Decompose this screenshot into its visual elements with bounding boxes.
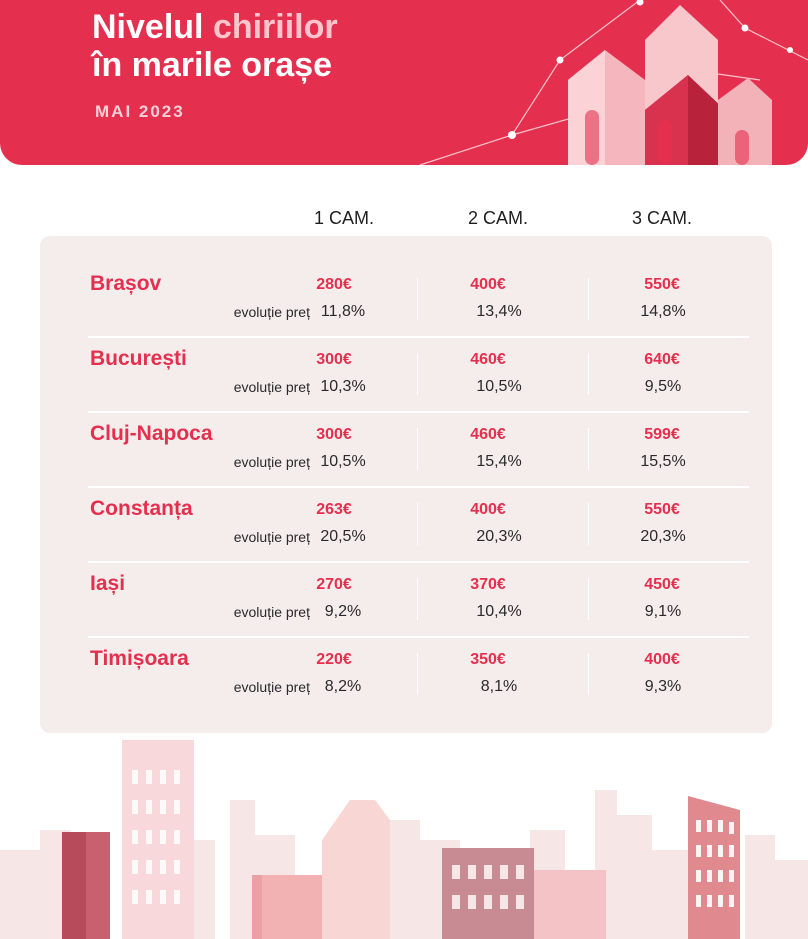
change-1cam: 9,2%: [324, 603, 362, 620]
row-divider: [88, 411, 749, 413]
houses-illustration: [419, 0, 808, 165]
column-divider: [588, 653, 589, 695]
column-divider: [588, 503, 589, 545]
column-divider: [417, 278, 418, 320]
price-1cam: 270€: [316, 576, 352, 593]
column-divider: [588, 578, 589, 620]
price-3cam: 550€: [644, 276, 680, 293]
column-divider: [588, 353, 589, 395]
city-name: Iași: [90, 572, 126, 595]
city-name: Cluj-Napoca: [90, 422, 213, 445]
column-divider: [417, 578, 418, 620]
city-name: București: [90, 347, 187, 370]
price-2cam: 460€: [470, 351, 506, 368]
price-1cam: 263€: [316, 501, 352, 518]
price-1cam: 220€: [316, 651, 352, 668]
evolution-label: evoluție preț: [233, 304, 310, 320]
evolution-label: evoluție preț: [233, 604, 310, 620]
change-2cam: 20,3%: [476, 528, 522, 545]
price-1cam: 280€: [316, 276, 352, 293]
change-3cam: 9,5%: [644, 378, 682, 395]
evolution-label: evoluție preț: [233, 454, 310, 470]
evolution-label: evoluție preț: [233, 679, 310, 695]
column-header-1: 1 CAM.: [313, 208, 374, 228]
change-1cam: 20,5%: [320, 528, 366, 545]
column-divider: [588, 278, 589, 320]
change-3cam: 15,5%: [640, 453, 686, 470]
table-row: Constanța 263€ 400€ 550€ evoluție preț 2…: [40, 461, 772, 545]
price-2cam: 370€: [470, 576, 506, 593]
title-accent: chiriilor: [212, 8, 338, 46]
change-2cam: 8,1%: [480, 678, 518, 695]
price-1cam: 300€: [316, 351, 352, 368]
table-row: București 300€ 460€ 640€ evoluție preț 1…: [40, 311, 772, 395]
price-3cam: 599€: [644, 426, 680, 443]
city-name: Brașov: [90, 272, 162, 295]
title-part: Nivelul: [92, 8, 204, 46]
column-header-3: 3 CAM.: [631, 208, 692, 228]
column-header-2: 2 CAM.: [467, 208, 528, 228]
row-divider: [88, 561, 749, 563]
change-2cam: 13,4%: [476, 303, 522, 320]
price-2cam: 350€: [470, 651, 506, 668]
change-3cam: 20,3%: [640, 528, 686, 545]
city-name: Constanța: [90, 497, 193, 520]
price-2cam: 460€: [470, 426, 506, 443]
change-3cam: 14,8%: [640, 303, 686, 320]
change-2cam: 10,4%: [476, 603, 522, 620]
price-3cam: 550€: [644, 501, 680, 518]
city-name: Timișoara: [90, 647, 189, 670]
change-1cam: 10,3%: [320, 378, 366, 395]
city-skyline-illustration: [0, 740, 808, 939]
table-row: Cluj-Napoca 300€ 460€ 599€ evoluție preț…: [40, 386, 772, 470]
row-divider: [88, 636, 749, 638]
table-row: Iași 270€ 370€ 450€ evoluție preț 9,2% 1…: [40, 536, 772, 620]
table-row: Timișoara 220€ 350€ 400€ evoluție preț 8…: [40, 611, 772, 695]
price-2cam: 400€: [470, 276, 506, 293]
rent-table: Brașov 280€ 400€ 550€ evoluție preț 11,8…: [40, 236, 772, 733]
column-divider: [417, 353, 418, 395]
price-3cam: 640€: [644, 351, 680, 368]
price-3cam: 450€: [644, 576, 680, 593]
column-divider: [417, 503, 418, 545]
row-divider: [88, 336, 749, 338]
price-3cam: 400€: [644, 651, 680, 668]
column-divider: [417, 653, 418, 695]
column-divider: [417, 428, 418, 470]
price-1cam: 300€: [316, 426, 352, 443]
change-2cam: 15,4%: [476, 453, 522, 470]
table-row: Brașov 280€ 400€ 550€ evoluție preț 11,8…: [40, 236, 772, 320]
change-2cam: 10,5%: [476, 378, 522, 395]
change-1cam: 11,8%: [320, 303, 366, 320]
change-3cam: 9,3%: [644, 678, 682, 695]
evolution-label: evoluție preț: [233, 529, 310, 545]
title-line2: în marile orașe: [92, 46, 333, 84]
header-banner: Nivelul chiriilor în marile orașe MAI 20…: [0, 0, 808, 165]
date-label: MAI 2023: [95, 102, 185, 121]
row-divider: [88, 486, 749, 488]
evolution-label: evoluție preț: [233, 379, 310, 395]
change-1cam: 10,5%: [320, 453, 366, 470]
change-1cam: 8,2%: [324, 678, 362, 695]
page-title: Nivelul chiriilor în marile orașe: [92, 8, 338, 84]
column-divider: [588, 428, 589, 470]
change-3cam: 9,1%: [644, 603, 682, 620]
price-2cam: 400€: [470, 501, 506, 518]
